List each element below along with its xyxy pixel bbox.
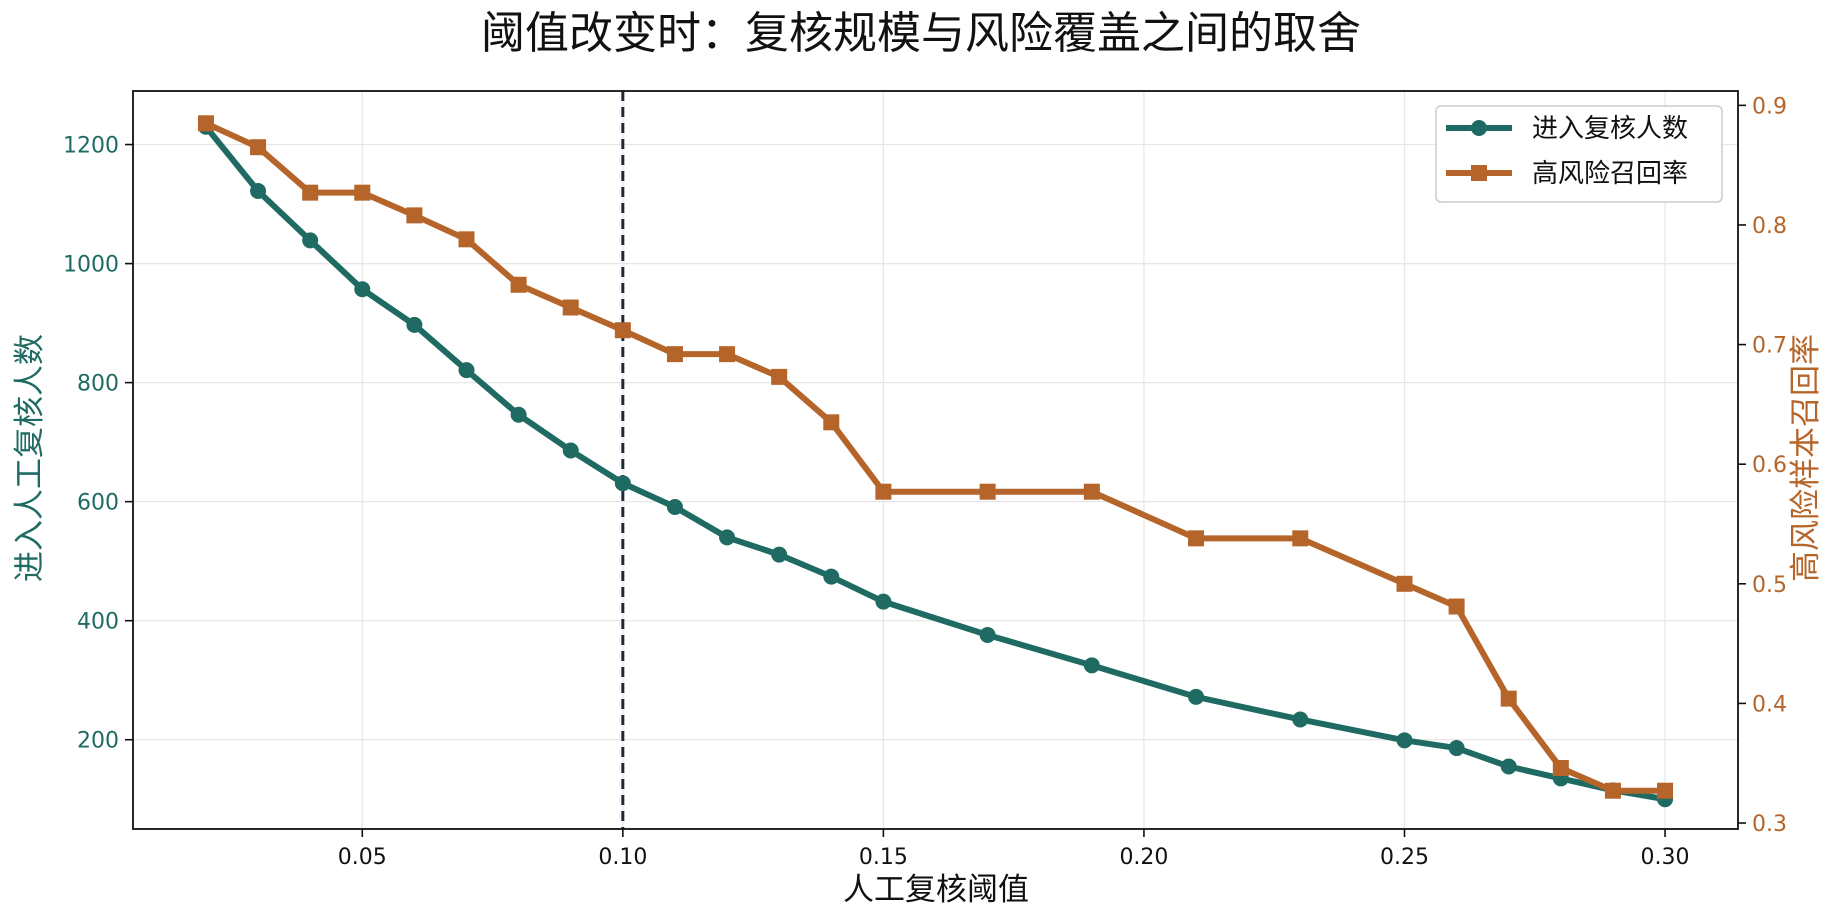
data-point	[562, 442, 579, 459]
data-point	[458, 231, 475, 248]
y-left-axis-title: 进入人工复核人数	[12, 334, 48, 582]
y-left-tick-label: 400	[77, 610, 119, 635]
data-point	[719, 529, 736, 546]
y-right-tick-label: 0.3	[1752, 812, 1787, 837]
y-right-tick-label: 0.6	[1752, 453, 1787, 478]
y-left-tick-label: 1000	[63, 253, 119, 278]
data-point	[979, 483, 996, 500]
data-point	[771, 368, 788, 385]
data-point	[458, 362, 475, 379]
data-point	[823, 414, 840, 431]
x-tick-label: 0.25	[1380, 845, 1429, 870]
x-tick-label: 0.15	[859, 845, 908, 870]
data-point	[666, 499, 683, 516]
data-point	[1657, 782, 1674, 799]
data-point	[823, 568, 840, 585]
data-point	[250, 182, 267, 199]
y-right-tick-label: 0.9	[1752, 94, 1787, 119]
data-point	[510, 276, 527, 293]
data-point	[1448, 740, 1465, 757]
data-point	[979, 626, 996, 643]
data-point	[875, 593, 892, 610]
series-right	[197, 115, 1674, 799]
data-point	[1604, 782, 1621, 799]
data-point	[406, 316, 423, 333]
data-point	[614, 475, 631, 492]
y-right-tick-label: 0.4	[1752, 692, 1787, 717]
x-tick-label: 0.20	[1119, 845, 1168, 870]
legend-marker-circle	[1471, 120, 1487, 136]
data-point	[614, 322, 631, 339]
plot-frame	[132, 90, 1739, 830]
x-axis-title: 人工复核阈值	[843, 872, 1029, 908]
data-point	[1083, 657, 1100, 674]
data-point	[1083, 483, 1100, 500]
data-point	[1552, 759, 1569, 776]
y-right-tick-label: 0.8	[1752, 214, 1787, 239]
x-tick-label: 0.05	[338, 845, 387, 870]
y-right-tick-label: 0.5	[1752, 573, 1787, 598]
data-point	[1396, 575, 1413, 592]
data-point	[250, 139, 267, 156]
data-point	[562, 299, 579, 316]
data-point	[354, 184, 371, 201]
data-point	[1396, 732, 1413, 749]
data-point	[1188, 530, 1205, 547]
data-point	[197, 115, 214, 132]
y-right-tick-label: 0.7	[1752, 334, 1787, 359]
legend-label: 高风险召回率	[1532, 159, 1688, 189]
data-point	[1500, 758, 1517, 775]
data-point	[1292, 530, 1309, 547]
data-point	[875, 483, 892, 500]
x-tick-label: 0.10	[598, 845, 647, 870]
data-point	[510, 406, 527, 423]
data-point	[302, 184, 319, 201]
chart-title: 阈值改变时：复核规模与风险覆盖之间的取舍	[481, 8, 1361, 59]
data-point	[771, 546, 788, 563]
series-line-right	[202, 120, 1669, 794]
data-point	[1448, 598, 1465, 615]
y-left-tick-label: 600	[77, 491, 119, 516]
data-point	[1292, 711, 1309, 728]
y-left-tick-label: 1200	[63, 134, 119, 159]
data-point	[666, 346, 683, 363]
series-layer	[197, 115, 1674, 808]
grid-lines	[133, 91, 1738, 829]
data-point	[406, 207, 423, 224]
x-tick-label: 0.30	[1641, 845, 1690, 870]
data-point	[354, 281, 371, 298]
axes-layer: 0.05 0.10 0.15 0.20 0.25 0.30 200 400 600 800 1000…	[63, 90, 1787, 870]
data-point	[719, 346, 736, 363]
data-point	[1500, 690, 1517, 707]
data-point	[302, 232, 319, 249]
y-left-tick-label: 200	[77, 729, 119, 754]
y-left-tick-label: 800	[77, 372, 119, 397]
legend-label: 进入复核人数	[1532, 114, 1688, 144]
data-point	[1188, 688, 1205, 705]
y-right-axis-title: 高风险样本召回率	[1788, 334, 1824, 582]
legend-marker-square	[1471, 165, 1487, 181]
series-line-left	[202, 123, 1669, 803]
